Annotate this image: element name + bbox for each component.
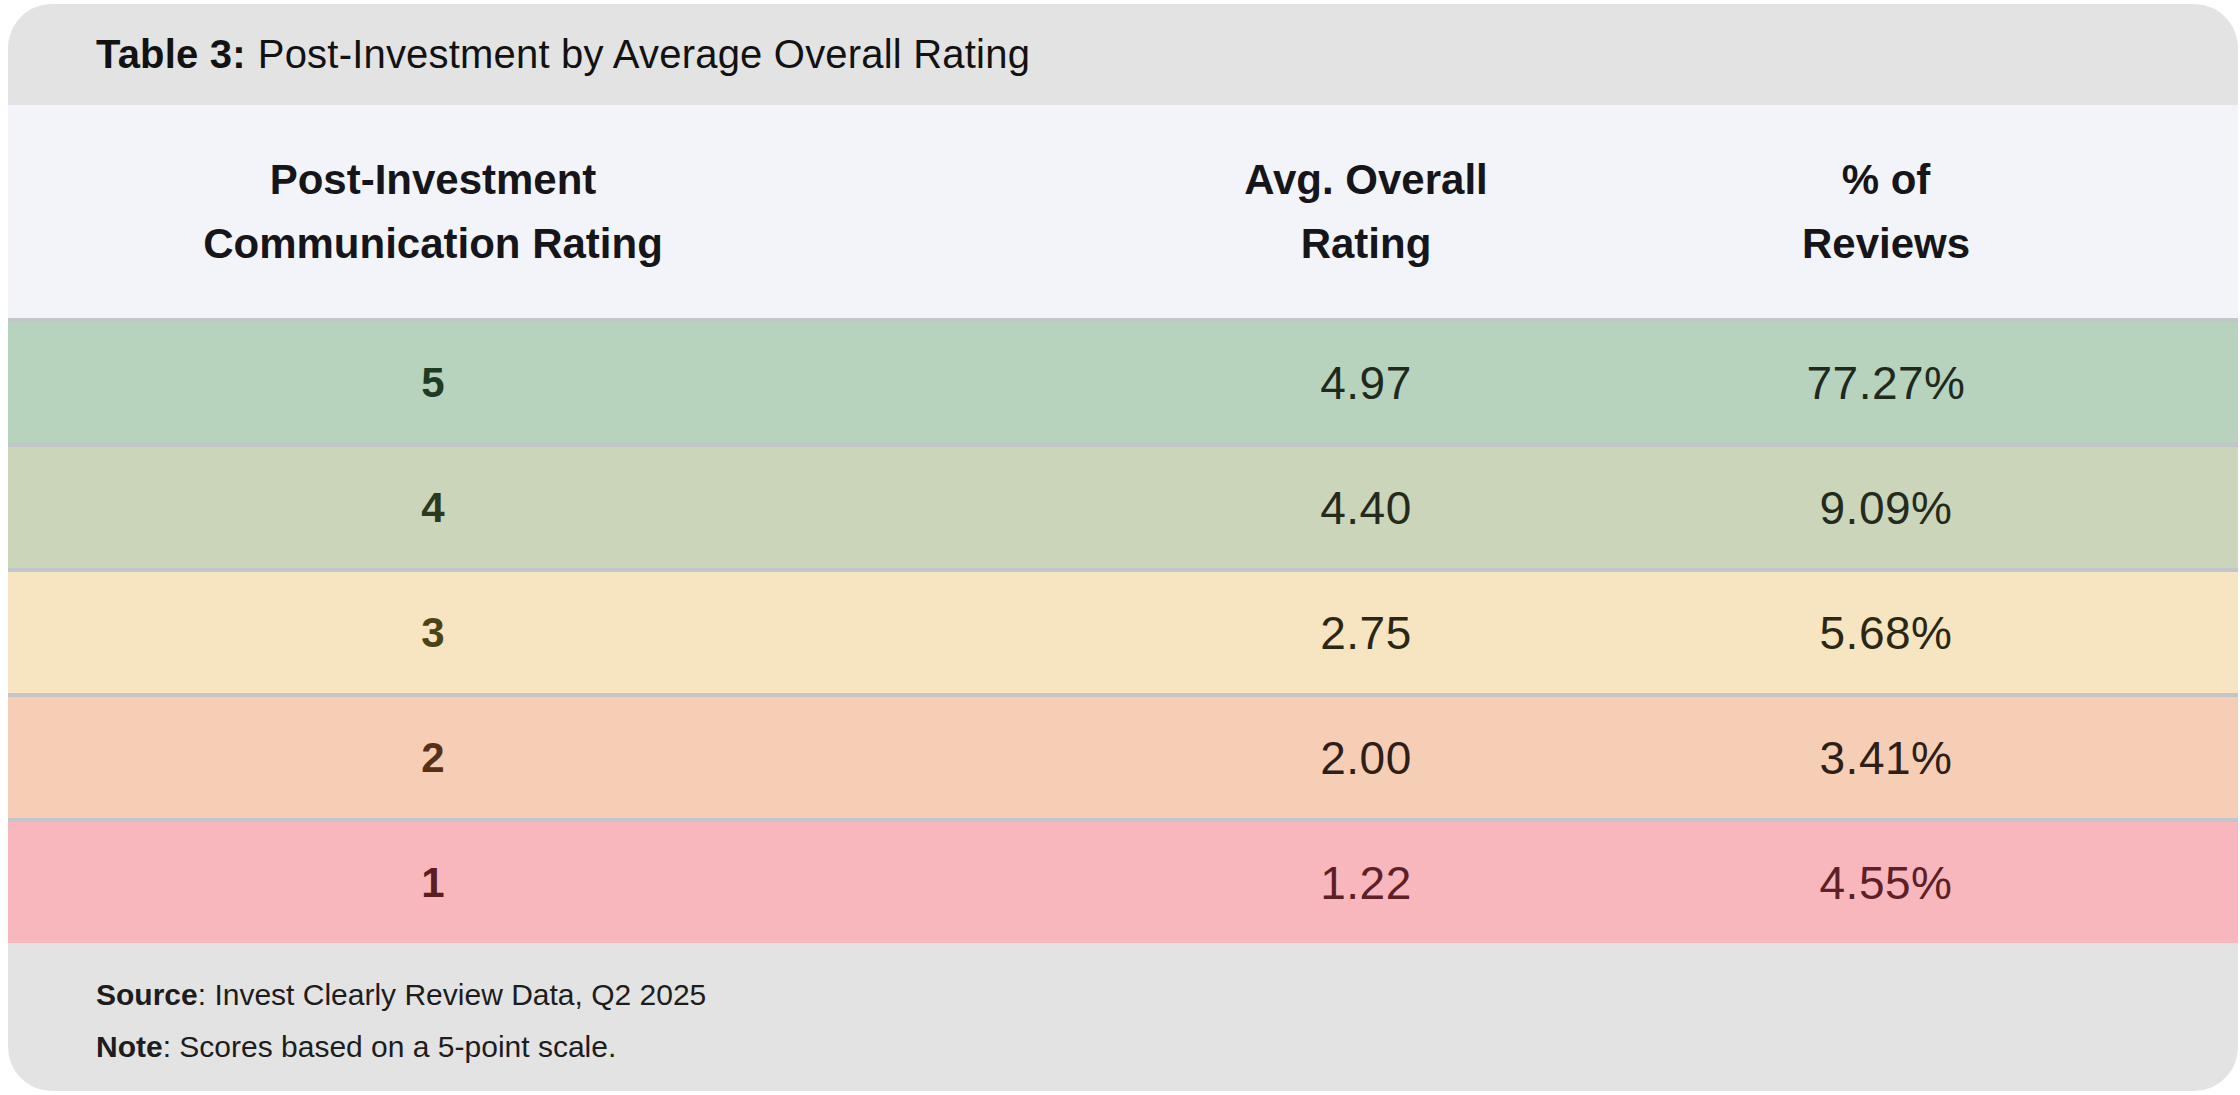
table-header-row: Post-Investment Communication Rating Avg… (8, 105, 2238, 318)
rating-cell: 3 (8, 609, 858, 657)
table-title-bar: Table 3: Post-Investment by Average Over… (8, 4, 2238, 105)
rating-cell: 1 (8, 859, 858, 907)
avg-rating-cell: 2.00 (1106, 731, 1626, 785)
table-row: 1 1.22 4.55% (8, 818, 2238, 943)
header-line: % of (1626, 148, 2146, 212)
header-line: Reviews (1626, 212, 2146, 276)
header-line: Communication Rating (8, 212, 858, 276)
table-row: 4 4.40 9.09% (8, 443, 2238, 568)
rating-cell: 2 (8, 734, 858, 782)
note-line: Note: Scores based on a 5-point scale. (96, 1021, 2238, 1073)
avg-rating-cell: 4.97 (1106, 356, 1626, 410)
header-line: Rating (1106, 212, 1626, 276)
table-footer: Source: Invest Clearly Review Data, Q2 2… (8, 943, 2238, 1091)
table-row: 5 4.97 77.27% (8, 318, 2238, 443)
note-label: Note (96, 1030, 163, 1063)
column-header-avg-overall-rating: Avg. Overall Rating (1106, 148, 1626, 276)
table-row: 3 2.75 5.68% (8, 568, 2238, 693)
avg-rating-cell: 1.22 (1106, 856, 1626, 910)
table-title-text: Post-Investment by Average Overall Ratin… (258, 32, 1030, 77)
header-line: Avg. Overall (1106, 148, 1626, 212)
avg-rating-cell: 4.40 (1106, 481, 1626, 535)
pct-reviews-cell: 77.27% (1626, 356, 2146, 410)
pct-reviews-cell: 3.41% (1626, 731, 2146, 785)
table-row: 2 2.00 3.41% (8, 693, 2238, 818)
column-header-pct-of-reviews: % of Reviews (1626, 148, 2146, 276)
rating-cell: 4 (8, 484, 858, 532)
table-number-label: Table 3: (96, 32, 246, 77)
header-line: Post-Investment (8, 148, 858, 212)
table-body: 5 4.97 77.27% 4 4.40 9.09% 3 2.75 5.68% … (8, 318, 2238, 943)
note-text: : Scores based on a 5-point scale. (163, 1030, 617, 1063)
source-label: Source (96, 978, 198, 1011)
source-line: Source: Invest Clearly Review Data, Q2 2… (96, 969, 2238, 1021)
pct-reviews-cell: 9.09% (1626, 481, 2146, 535)
pct-reviews-cell: 4.55% (1626, 856, 2146, 910)
column-header-communication-rating: Post-Investment Communication Rating (8, 148, 858, 276)
avg-rating-cell: 2.75 (1106, 606, 1626, 660)
pct-reviews-cell: 5.68% (1626, 606, 2146, 660)
rating-cell: 5 (8, 359, 858, 407)
source-text: : Invest Clearly Review Data, Q2 2025 (198, 978, 707, 1011)
table-card: Table 3: Post-Investment by Average Over… (8, 4, 2238, 1091)
